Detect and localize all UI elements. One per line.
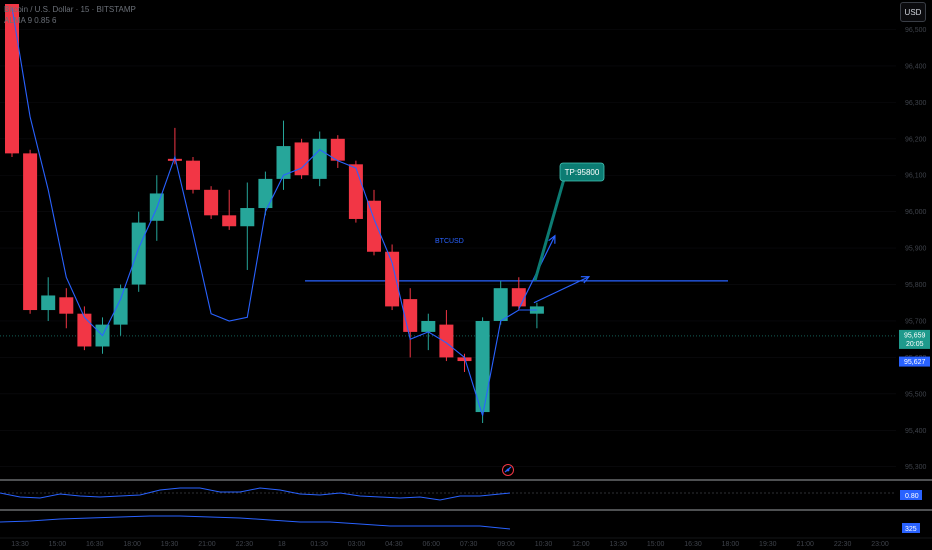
alma-value: 95,627 (904, 359, 926, 366)
grid (0, 29, 896, 468)
candle-body (258, 178, 273, 209)
y-tick-label: 95,300 (905, 464, 927, 471)
volume-value-box (902, 523, 920, 533)
target-callout[interactable]: TP:95800 (533, 162, 605, 282)
x-tick-label: 23:00 (871, 541, 889, 548)
x-tick-label: 13:30 (609, 541, 627, 548)
y-tick-label: 96,100 (905, 173, 927, 180)
y-tick-label: 96,500 (905, 27, 927, 34)
y-tick-label: 95,800 (905, 282, 927, 289)
oscillator-line (0, 487, 511, 501)
currency-button[interactable]: USD (900, 2, 926, 22)
candle-body (403, 299, 418, 332)
last-price-value: 95,659 (904, 332, 926, 339)
volume-value: 325 (905, 526, 917, 533)
alma-price-label: 95,627 (899, 356, 930, 367)
arrow-head (580, 276, 591, 284)
oscillator-value-box (900, 490, 922, 500)
candle-body (276, 146, 291, 179)
candle-body (367, 200, 381, 252)
alma-line (11, 7, 537, 416)
projection-arrow (533, 276, 590, 304)
candle-body (77, 313, 92, 347)
candle-body (348, 164, 363, 219)
last-price-label: 95,659 20:05 (899, 329, 930, 349)
x-tick-label: 21:00 (796, 541, 814, 548)
candle-body (385, 251, 400, 307)
x-tick-label: 04:30 (385, 541, 403, 548)
y-tick-label: 95,400 (905, 428, 927, 435)
x-tick-label: 13:30 (11, 541, 29, 548)
x-tick-label: 16:30 (86, 541, 104, 548)
x-tick-label: 18 (278, 541, 286, 548)
indicator-header[interactable]: ALMA 9 0.85 6 (4, 16, 57, 25)
candle-body (475, 320, 490, 413)
x-tick-label: 03:00 (348, 541, 366, 548)
x-axis-ticks: 13:30 15:00 16:30 18:00 19:30 21:00 22:30 18 01:… (11, 541, 889, 548)
y-tick-label: 96,200 (905, 136, 927, 143)
x-tick-label: 19:30 (759, 541, 777, 548)
projection-arrows[interactable] (518, 234, 591, 310)
last-price-box (899, 329, 930, 349)
x-tick-label: 21:00 (198, 541, 216, 548)
x-tick-label: 16:30 (684, 541, 702, 548)
x-tick-label: 10:30 (535, 541, 553, 548)
candle-body (204, 189, 219, 216)
candle-body (23, 153, 38, 311)
x-tick-label: 22:30 (834, 541, 852, 548)
x-tick-label: 18:00 (123, 541, 141, 548)
x-tick-label: 22:30 (236, 541, 254, 548)
symbol-tag: BTCUSD (435, 238, 464, 245)
y-tick-label: 95,900 (905, 246, 927, 253)
x-tick-label: 18:00 (722, 541, 740, 548)
x-tick-label: 12:00 (572, 541, 590, 548)
candle-body (59, 297, 74, 314)
x-tick-label: 01:30 (310, 541, 328, 548)
x-tick-label: 07:30 (460, 541, 478, 548)
x-tick-label: 15:00 (49, 541, 67, 548)
candle-body (330, 138, 345, 161)
x-tick-label: 19:30 (161, 541, 179, 548)
candle-body (493, 288, 508, 321)
y-tick-label: 96,300 (905, 100, 927, 107)
candle-body (312, 138, 327, 179)
arrow-head (548, 234, 556, 244)
candle-body (186, 160, 200, 190)
alma-value-box (899, 356, 930, 367)
x-tick-label: 15:00 (647, 541, 665, 548)
candles (5, 4, 544, 423)
replay-icon[interactable] (502, 464, 514, 476)
target-label: TP:95800 (565, 168, 600, 177)
y-tick-label: 96,400 (905, 63, 927, 70)
bar-countdown: 20:05 (906, 341, 924, 348)
candle-body (421, 320, 436, 332)
candle-body (113, 288, 128, 325)
oscillator-value: 0.80 (905, 493, 919, 500)
y-axis-ticks: 96,500 96,400 96,300 96,200 96,100 96,000 95,9… (905, 27, 927, 471)
volume-panel: 325 (0, 515, 932, 539)
candle-body (131, 222, 146, 285)
x-tick-label: 06:00 (423, 541, 441, 548)
candle-body (5, 4, 19, 154)
candle-body (294, 142, 309, 176)
candle-body (167, 158, 182, 161)
volume-line (0, 515, 511, 530)
symbol-header[interactable]: Bitcoin / U.S. Dollar · 15 · BITSTAMP (4, 5, 136, 14)
y-tick-label: 96,000 (905, 209, 927, 216)
candle-body (222, 215, 237, 227)
target-label-box (559, 162, 605, 182)
y-tick-label: 95,700 (905, 318, 927, 325)
candle-body (41, 295, 56, 311)
target-callout-pointer (533, 178, 566, 282)
y-tick-label: 95,500 (905, 391, 927, 398)
oscillator-panel: 0.80 (0, 479, 932, 511)
candle-body (511, 288, 526, 307)
candle-body (439, 324, 454, 358)
x-tick-label: 09:00 (497, 541, 515, 548)
candle-body (240, 208, 255, 227)
